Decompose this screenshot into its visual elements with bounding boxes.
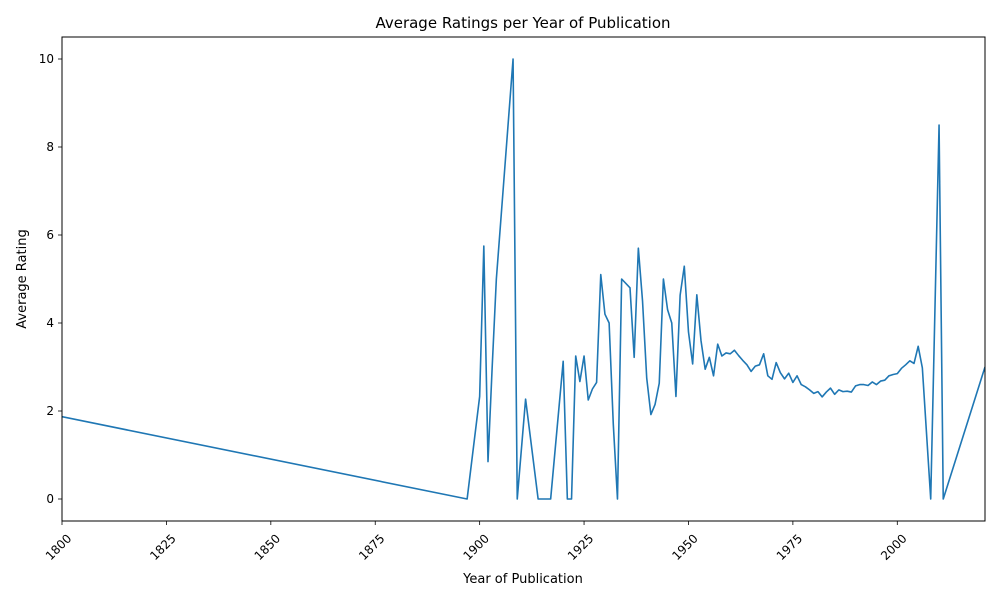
plot-frame — [61, 36, 986, 522]
y-tick-label: 6 — [46, 228, 54, 242]
y-tick-label: 0 — [46, 492, 54, 506]
y-tick-label: 4 — [46, 316, 54, 330]
x-axis-label: Year of Publication — [462, 572, 583, 587]
y-axis: 0 2 4 6 8 10 — [39, 52, 62, 506]
plot-area — [62, 58, 985, 500]
y-tick-label: 10 — [39, 52, 54, 66]
y-tick-label: 8 — [46, 140, 54, 154]
y-axis-label: Average Rating — [15, 229, 30, 328]
y-tick-label: 2 — [46, 404, 54, 418]
series-line — [62, 58, 985, 500]
chart-title: Average Ratings per Year of Publication — [375, 14, 670, 32]
